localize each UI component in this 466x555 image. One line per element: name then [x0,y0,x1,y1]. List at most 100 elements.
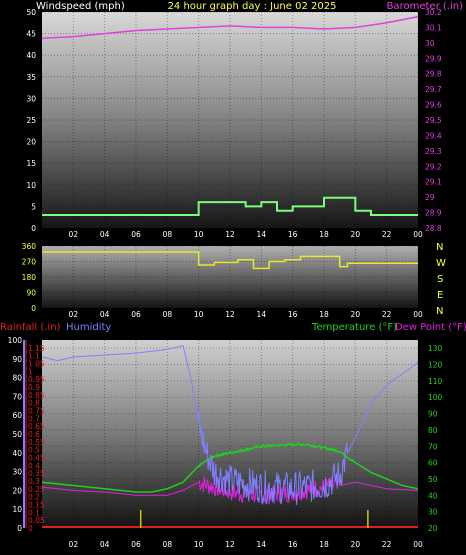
direction-tick-label: 0 [31,304,36,313]
windspeed-tick-label: 30 [26,94,36,103]
x-tick-label: 04 [100,310,110,319]
dewpoint-line [41,475,418,505]
temperature-tick-label: 50 [428,475,438,484]
barometer-tick-label: 28.9 [425,209,442,218]
humidity-tick-label: 20 [12,486,22,495]
x-tick-label: 16 [288,540,298,549]
x-tick-label: 20 [351,230,361,239]
barometer-tick-label: 28.8 [425,224,442,233]
rainfall-tick-label: 0.75 [28,407,45,416]
rainfall-axis-label: Rainfall (.in) [0,322,61,333]
barometer-tick-label: 29.3 [425,147,442,156]
windspeed-tick-label: 15 [26,159,36,168]
dewpoint-legend-label: Dew Point (°F) [395,322,466,333]
rainfall-tick-label: 0.6 [28,430,40,439]
rainfall-tick-label: 0.1 [28,508,40,517]
temperature-tick-label: 70 [428,442,438,451]
barometer-line [42,15,419,39]
rainfall-tick-label: 0.65 [28,422,45,431]
x-tick-label: 02 [69,230,79,239]
compass-letter-w: W [436,258,446,269]
x-tick-label: 12 [225,540,235,549]
windspeed-tick-label: 50 [26,8,36,17]
temperature-tick-label: 100 [428,393,443,402]
x-tick-label: 18 [319,540,329,549]
temperature-tick-label: 80 [428,426,438,435]
rainfall-tick-label: 0.05 [28,516,45,525]
x-tick-label: 20 [351,310,361,319]
x-tick-label: 02 [69,540,79,549]
barometer-tick-label: 29.6 [425,101,442,110]
x-tick-label: 06 [131,310,141,319]
rainfall-tick-label: 0.8 [28,399,40,408]
humidity-tick-label: 60 [12,411,22,420]
direction-tick-label: 180 [22,273,37,282]
barometer-axis-label: Barometer (.in) [387,1,463,12]
direction-tick-label: 270 [22,258,37,267]
x-tick-label: 00 [413,540,423,549]
rainfall-tick-label: 0.3 [28,477,40,486]
rainfall-tick-label: 0.9 [28,383,40,392]
compass-letter-s: S [437,274,443,285]
barometer-tick-label: 29.9 [425,54,442,63]
rainfall-tick-label: 0 [28,524,33,533]
direction-tick-label: 360 [22,242,37,251]
direction-tick-label: 90 [26,289,36,298]
wind-direction-line [42,251,418,270]
rainfall-tick-label: 0.45 [28,454,45,463]
temperature-tick-label: 20 [428,524,438,533]
humidity-tick-label: 90 [12,355,22,364]
graph-title: 24 hour graph day : June 02 2025 [168,1,337,12]
temperature-tick-label: 120 [428,361,443,370]
barometer-tick-label: 29 [425,193,435,202]
x-tick-label: 04 [100,230,110,239]
barometer-tick-label: 30.1 [425,23,442,32]
rainfall-tick-label: 0.85 [28,391,45,400]
x-tick-label: 00 [413,310,423,319]
x-tick-label: 18 [319,230,329,239]
windspeed-tick-label: 10 [26,181,36,190]
panel-direction-background [42,246,418,308]
windspeed-tick-label: 20 [26,138,36,147]
x-tick-label: 10 [194,310,204,319]
barometer-tick-label: 30 [425,39,435,48]
rainfall-tick-label: 0.95 [28,375,45,384]
x-tick-label: 22 [382,230,392,239]
barometer-tick-label: 29.4 [425,131,442,140]
rainfall-tick-label: 0.15 [28,501,45,510]
windspeed-tick-label: 40 [26,51,36,60]
x-tick-label: 22 [382,310,392,319]
rainfall-tick-label: 1 [28,367,33,376]
humidity-tick-label: 40 [12,449,22,458]
x-tick-label: 12 [225,310,235,319]
x-tick-label: 14 [257,310,267,319]
barometer-tick-label: 29.7 [425,85,442,94]
rainfall-tick-label: 0.7 [28,414,40,423]
rainfall-tick-label: 1.15 [28,344,45,353]
windspeed-line [42,196,418,217]
x-tick-label: 10 [194,540,204,549]
x-tick-label: 04 [100,540,110,549]
rainfall-tick-label: 1.05 [28,360,45,369]
humidity-line [41,344,419,505]
barometer-tick-label: 29.5 [425,116,442,125]
compass-letter-n-bottom: N [436,306,443,317]
temperature-tick-label: 60 [428,459,438,468]
x-tick-label: 00 [413,230,423,239]
humidity-tick-label: 10 [12,505,22,514]
temperature-line [41,442,419,493]
panel-climate-background [42,340,418,528]
windspeed-tick-label: 0 [31,224,36,233]
temperature-tick-label: 130 [428,344,443,353]
x-tick-label: 12 [225,230,235,239]
rainfall-tick-label: 1.1 [28,352,40,361]
x-tick-label: 08 [163,310,173,319]
humidity-tick-label: 0 [17,524,22,533]
x-tick-label: 14 [257,540,267,549]
humidity-tick-label: 70 [12,392,22,401]
barometer-tick-label: 29.8 [425,70,442,79]
panel-wind-background [42,12,418,228]
x-tick-label: 22 [382,540,392,549]
x-tick-label: 16 [288,230,298,239]
